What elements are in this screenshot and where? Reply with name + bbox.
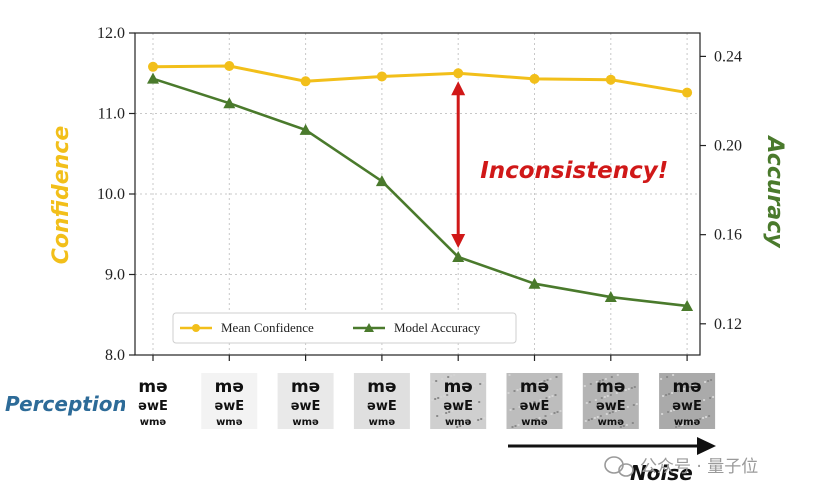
tumbling-e-row: mǝ	[444, 377, 473, 397]
tumbling-e-row: ǝwE	[367, 399, 397, 414]
perception-image: mǝ ǝwE wmǝ	[125, 373, 181, 429]
confidence-point	[148, 61, 158, 72]
tumbling-e-row: wmǝ	[369, 417, 396, 428]
left-tick-label: 8.0	[105, 347, 125, 364]
accuracy-point	[681, 299, 694, 311]
right-tick-label: 0.20	[714, 138, 742, 155]
tumbling-e-row: wmǝ	[140, 417, 167, 428]
watermark-text: 公众号 · 量子位	[640, 457, 758, 477]
tumbling-e-row: wmǝ	[292, 417, 319, 428]
tumbling-e-row: mǝ	[215, 377, 244, 397]
perception-image: mǝ ǝwE wmǝ	[506, 373, 563, 429]
accuracy-point	[299, 123, 312, 135]
perception-label: Perception	[5, 392, 127, 416]
left-tick-label: 12.0	[97, 25, 125, 42]
legend: Mean Confidence Model Accuracy	[172, 312, 517, 344]
left-tick-label: 11.0	[98, 106, 125, 123]
accuracy-point	[528, 277, 541, 289]
confidence-point	[300, 76, 311, 87]
left-tick-label: 10.0	[97, 186, 125, 203]
right-axis-label: Accuracy	[762, 134, 787, 249]
perception-image: mǝ ǝwE wmǝ	[277, 373, 334, 429]
tumbling-e-row: ǝwE	[443, 399, 473, 414]
perception-images: mǝ ǝwE wmǝ mǝ ǝwE wmǝ mǝ ǝwE wmǝ mǝ ǝwE wmǝ mǝ ǝwE wmǝ…	[125, 373, 716, 429]
left-axis-label: Confidence	[49, 126, 74, 265]
perception-image: mǝ ǝwE wmǝ	[353, 373, 410, 429]
tumbling-e-row: mǝ	[520, 377, 549, 397]
tumbling-e-row: mǝ	[138, 377, 167, 397]
confidence-point	[682, 87, 693, 98]
tumbling-e-row: wmǝ	[674, 417, 701, 428]
tumbling-e-row: mǝ	[672, 377, 701, 397]
tumbling-e-row: mǝ	[291, 377, 320, 397]
perception-image: mǝ ǝwE wmǝ	[430, 373, 487, 429]
inconsistency-annotation: Inconsistency!	[480, 158, 668, 184]
perception-image: mǝ ǝwE wmǝ	[659, 373, 716, 429]
perception-image: mǝ ǝwE wmǝ	[201, 373, 258, 429]
right-tick-label: 0.12	[714, 316, 742, 333]
right-tick-label: 0.24	[714, 48, 742, 65]
confidence-point	[376, 71, 387, 82]
legend-confidence-label: Mean Confidence	[221, 320, 314, 335]
tumbling-e-row: mǝ	[596, 377, 625, 397]
tumbling-e-row: wmǝ	[598, 417, 625, 428]
noise-label: Noise	[630, 461, 693, 485]
tumbling-e-row: wmǝ	[521, 417, 548, 428]
tumbling-e-row: mǝ	[367, 377, 396, 397]
confidence-point	[605, 74, 616, 85]
left-tick-label: 9.0	[105, 267, 125, 284]
tumbling-e-row: ǝwE	[138, 399, 168, 414]
legend-accuracy-label: Model Accuracy	[394, 320, 481, 335]
tumbling-e-row: wmǝ	[216, 417, 243, 428]
noise-arrow	[508, 437, 716, 455]
tumbling-e-row: ǝwE	[520, 399, 550, 414]
confidence-line	[152, 64, 688, 95]
accuracy-line	[152, 77, 688, 308]
tumbling-e-row: wmǝ	[445, 417, 472, 428]
tumbling-e-row: ǝwE	[291, 399, 321, 414]
perception-image: mǝ ǝwE wmǝ	[582, 373, 639, 429]
legend-accuracy-marker	[364, 323, 374, 332]
right-tick-label: 0.16	[714, 227, 742, 244]
tumbling-e-row: ǝwE	[214, 399, 244, 414]
watermark-icon	[604, 456, 634, 477]
accuracy-point	[147, 72, 159, 84]
inconsistency-arrow-up	[451, 81, 466, 96]
tumbling-e-row: ǝwE	[672, 399, 702, 414]
confidence-point	[453, 68, 464, 79]
accuracy-point	[375, 175, 388, 187]
accuracy-point	[452, 250, 465, 262]
inconsistency-arrow-down	[451, 233, 466, 248]
legend-confidence-marker	[192, 324, 200, 332]
confidence-point	[529, 73, 540, 84]
accuracy-point	[223, 97, 236, 109]
accuracy-point	[604, 291, 617, 303]
confidence-point	[224, 61, 235, 72]
tumbling-e-row: ǝwE	[596, 399, 626, 414]
